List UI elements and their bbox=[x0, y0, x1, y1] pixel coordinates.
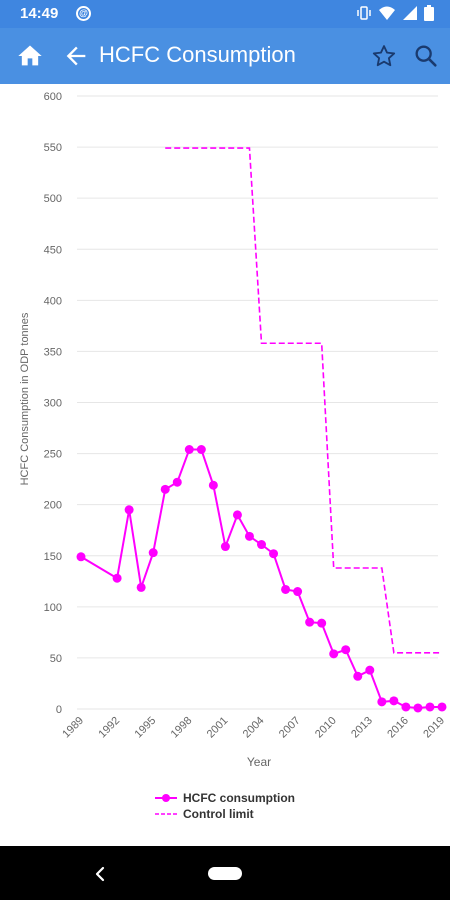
consumption-point bbox=[281, 584, 291, 594]
consumption-point bbox=[148, 548, 158, 558]
consumption-point bbox=[413, 703, 423, 713]
consumption-point bbox=[437, 702, 447, 712]
vibrate-icon bbox=[357, 6, 371, 20]
x-tick-label: 2016 bbox=[385, 715, 411, 741]
signal-icon bbox=[403, 6, 417, 20]
consumption-point bbox=[317, 618, 327, 628]
nav-home-pill[interactable] bbox=[208, 867, 242, 880]
battery-icon bbox=[424, 5, 434, 21]
consumption-point bbox=[377, 697, 387, 707]
y-tick-label: 0 bbox=[56, 704, 62, 716]
legend-label: Control limit bbox=[183, 807, 254, 821]
status-icons bbox=[356, 5, 434, 21]
y-tick-label: 250 bbox=[44, 449, 62, 461]
y-tick-label: 150 bbox=[44, 551, 62, 563]
consumption-point bbox=[257, 540, 266, 550]
consumption-line bbox=[80, 448, 442, 709]
x-tick-label: 2004 bbox=[241, 715, 267, 741]
y-tick-label: 600 bbox=[44, 91, 62, 103]
chart-legend: HCFC consumption Control limit bbox=[155, 790, 295, 822]
chart-svg: 0 50 100 150 200 250 300 350 400 450 500 550 600 1989… bbox=[19, 91, 447, 769]
y-tick-label: 400 bbox=[44, 295, 62, 307]
consumption-point bbox=[305, 617, 315, 627]
consumption-point bbox=[244, 531, 254, 541]
y-tick-label: 200 bbox=[44, 500, 62, 512]
legend-item-control-limit[interactable]: Control limit bbox=[155, 806, 295, 822]
y-tick-label: 350 bbox=[44, 346, 62, 358]
consumption-point bbox=[112, 573, 122, 583]
consumption-point bbox=[293, 587, 303, 597]
x-tick-label: 2019 bbox=[421, 715, 447, 741]
y-axis-title: HCFC Consumption in ODP tonnes bbox=[19, 312, 31, 485]
y-tick-label: 100 bbox=[44, 602, 62, 614]
search-icon[interactable] bbox=[412, 42, 440, 70]
x-tick-label: 2001 bbox=[205, 715, 231, 741]
consumption-point bbox=[160, 484, 170, 494]
consumption-point bbox=[365, 665, 375, 675]
legend-dashed-line-icon bbox=[155, 813, 177, 815]
consumption-point bbox=[124, 505, 134, 515]
legend-label: HCFC consumption bbox=[183, 791, 295, 805]
back-arrow-icon[interactable] bbox=[62, 42, 90, 70]
legend-marker-line-icon bbox=[155, 794, 177, 802]
consumption-point bbox=[76, 552, 86, 562]
consumption-point bbox=[425, 702, 435, 712]
x-tick-label: 1995 bbox=[133, 715, 159, 741]
consumption-point bbox=[184, 444, 194, 454]
consumption-point bbox=[232, 510, 242, 520]
x-tick-label: 2007 bbox=[277, 715, 303, 741]
y-tick-label: 50 bbox=[50, 653, 62, 665]
consumption-point bbox=[389, 696, 399, 706]
page-title: HCFC Consumption bbox=[99, 42, 296, 67]
x-tick-label: 1998 bbox=[169, 715, 195, 741]
x-tick-label: 2010 bbox=[313, 715, 339, 741]
status-time: 14:49 bbox=[20, 5, 59, 22]
x-tick-label: 2013 bbox=[349, 715, 375, 741]
wifi-icon bbox=[379, 6, 395, 20]
consumption-point bbox=[353, 671, 363, 681]
app-bar: HCFC Consumption bbox=[0, 28, 450, 84]
app-notification-icon: @ bbox=[76, 6, 91, 21]
consumption-point bbox=[329, 649, 339, 659]
x-axis-title: Year bbox=[247, 755, 271, 769]
star-icon[interactable] bbox=[370, 42, 398, 70]
y-tick-label: 450 bbox=[44, 244, 62, 256]
consumption-point bbox=[401, 702, 411, 712]
y-tick-label: 300 bbox=[44, 398, 62, 410]
nav-back-icon[interactable] bbox=[90, 864, 110, 884]
x-tick-label: 1989 bbox=[60, 715, 86, 741]
consumption-point bbox=[269, 549, 279, 559]
consumption-point bbox=[220, 542, 230, 552]
home-icon[interactable] bbox=[16, 42, 44, 70]
consumption-point bbox=[172, 477, 182, 487]
legend-item-consumption[interactable]: HCFC consumption bbox=[155, 790, 295, 806]
status-bar: 14:49 @ bbox=[0, 0, 450, 28]
y-tick-label: 500 bbox=[44, 193, 62, 205]
hcfc-chart: 0 50 100 150 200 250 300 350 400 450 500 550 600 1989… bbox=[0, 84, 450, 846]
y-tick-label: 550 bbox=[44, 142, 62, 154]
x-tick-label: 1992 bbox=[96, 715, 122, 741]
system-nav-bar bbox=[0, 846, 450, 900]
consumption-point bbox=[196, 444, 206, 454]
consumption-point bbox=[208, 480, 218, 490]
consumption-point bbox=[136, 582, 146, 592]
consumption-point bbox=[341, 645, 351, 655]
control-limit-line bbox=[165, 147, 442, 654]
